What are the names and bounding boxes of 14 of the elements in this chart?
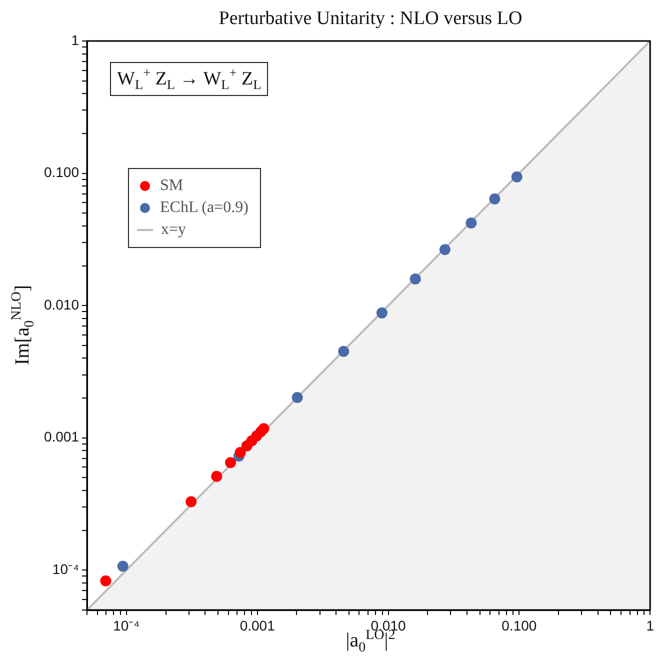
y-tick-label: 1 <box>71 32 80 48</box>
x-tick-label: 0.100 <box>502 617 537 634</box>
text: W$_{L}$$^{+}$ Z$_{L}$ → W$_{L}$$^{+}$ Z$_{L}$ <box>117 65 262 92</box>
y-tick-label: 0.010 <box>44 296 80 312</box>
x-tick-label: 0.001 <box>240 617 276 634</box>
y-tick-label: 10⁻⁴ <box>52 561 79 578</box>
y-tick-label: 0.100 <box>44 164 80 180</box>
legend-label: x=y <box>161 221 186 239</box>
legend-label: EChL (a=0.9) <box>160 199 248 217</box>
chart-title: Perturbative Unitarity : NLO versus LO <box>218 8 524 30</box>
y-tick-label: 0.001 <box>44 428 80 445</box>
x-tick-label: 10⁻⁴ <box>113 617 140 634</box>
x-tick-label: 1 <box>646 617 654 634</box>
legend-label: SM <box>160 177 184 195</box>
